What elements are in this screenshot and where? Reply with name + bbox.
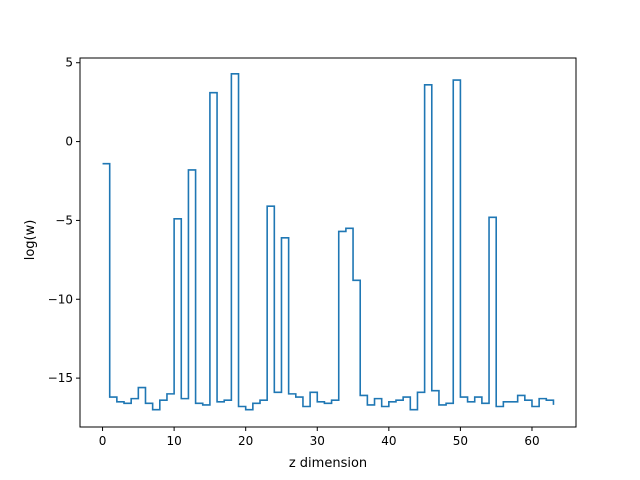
y-tick-label: 0 (65, 135, 73, 149)
x-tick-label: 60 (524, 434, 539, 448)
axes-frame (79, 57, 577, 428)
y-tick-label: −10 (48, 292, 73, 306)
y-tick-label: 5 (65, 56, 73, 70)
axes: 0 10 20 30 40 50 60 −15 −10 −5 0 5 (48, 56, 577, 448)
x-tick-label: 50 (453, 434, 468, 448)
y-tick-label: −5 (55, 213, 73, 227)
x-tick-label: 0 (99, 434, 107, 448)
series-line-1 (102, 72, 555, 411)
x-tick-label: 20 (238, 434, 253, 448)
y-tick-label: −15 (48, 371, 73, 385)
plot-area (102, 72, 555, 411)
x-axis-label: z dimension (289, 456, 367, 471)
x-tick-label: 40 (381, 434, 396, 448)
x-tick-label: 30 (310, 434, 325, 448)
x-tick-label: 10 (166, 434, 181, 448)
y-axis-label: log(w) (23, 220, 38, 261)
